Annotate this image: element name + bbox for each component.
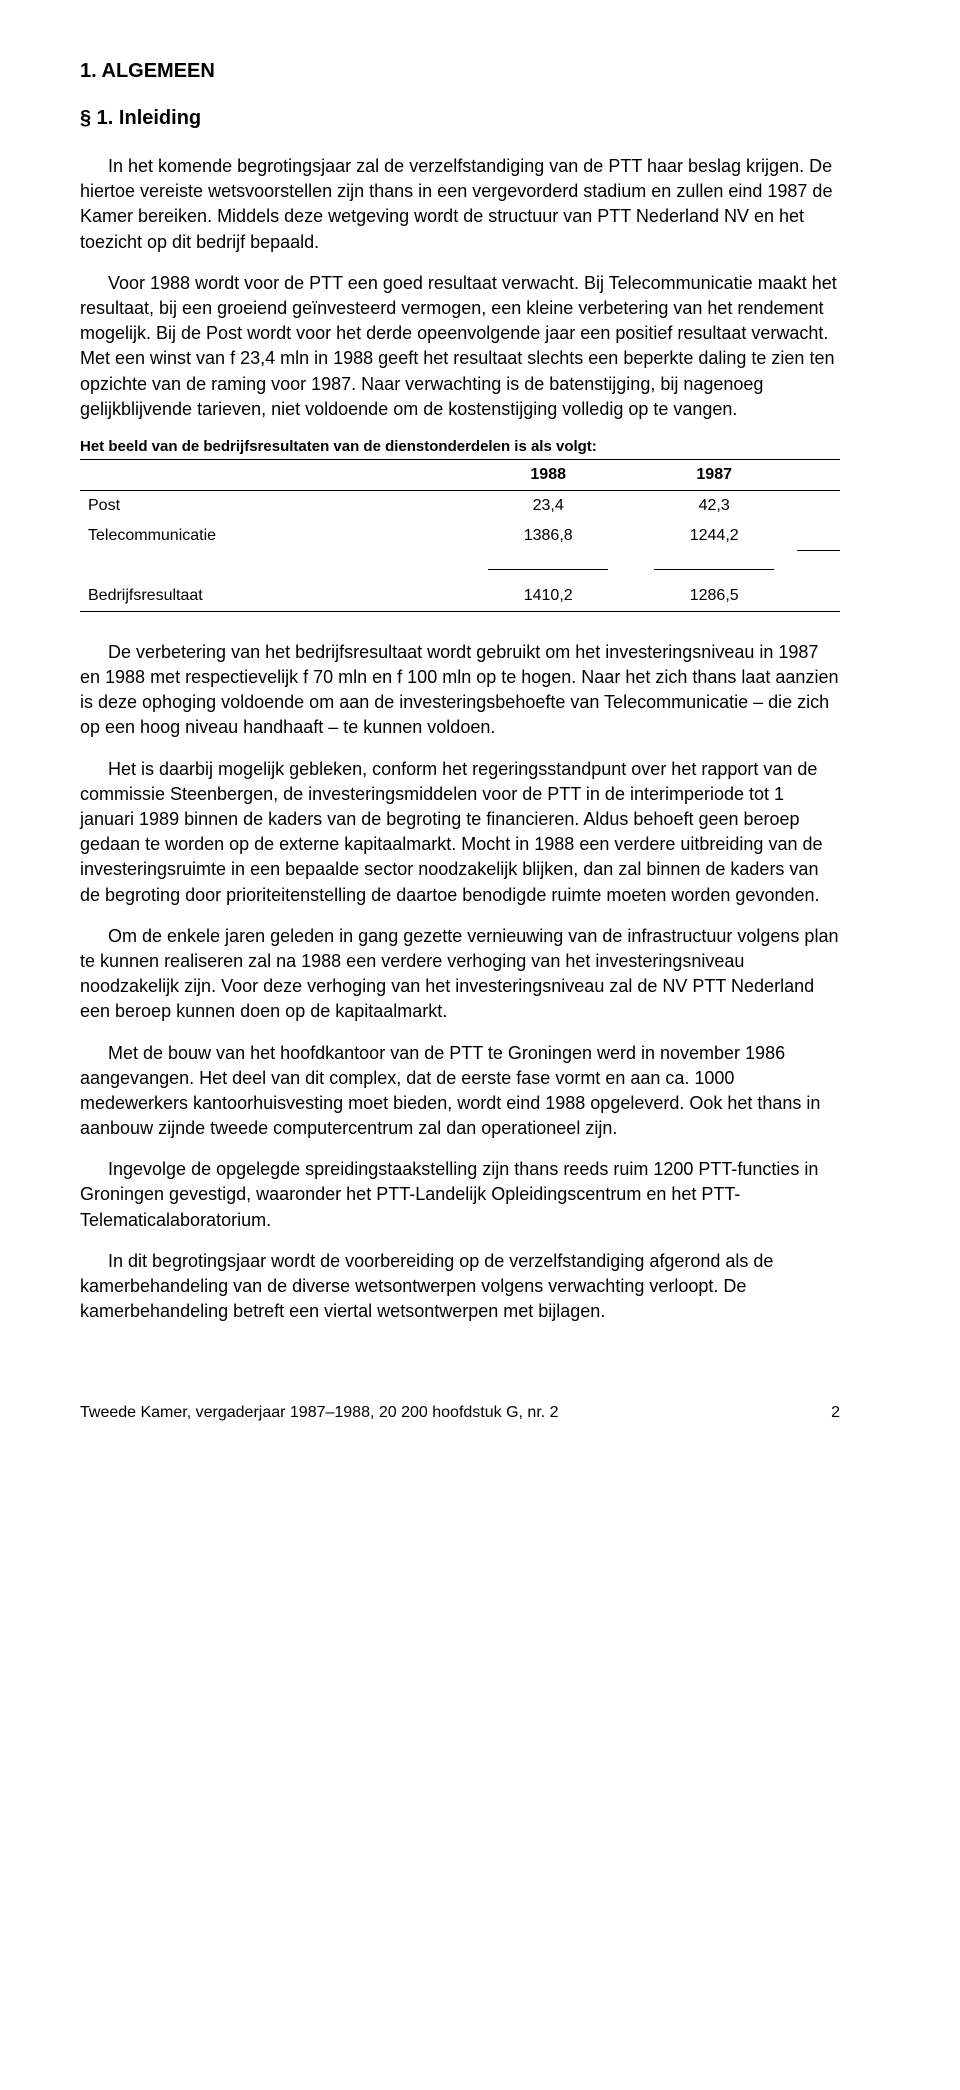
section-heading: § 1. Inleiding xyxy=(80,107,840,130)
row-label: Bedrijfsresultaat xyxy=(80,581,465,612)
page-footer: Tweede Kamer, vergaderjaar 1987–1988, 20… xyxy=(0,1380,960,1446)
table-total-row: Bedrijfsresultaat 1410,2 1286,5 xyxy=(80,581,840,612)
row-label: Telecommunicatie xyxy=(80,521,465,551)
footer-citation: Tweede Kamer, vergaderjaar 1987–1988, 20… xyxy=(80,1404,559,1422)
subtotal-rule-row xyxy=(80,551,840,581)
paragraph: In dit begrotingsjaar wordt de voorberei… xyxy=(80,1249,840,1325)
cell-value: 23,4 xyxy=(465,491,631,521)
cell-value: 1244,2 xyxy=(631,521,797,551)
paragraph: Ingevolge de opgelegde spreidingstaakste… xyxy=(80,1157,840,1233)
table-caption: Het beeld van de bedrijfsresultaten van … xyxy=(80,438,840,455)
paragraph: Om de enkele jaren geleden in gang gezet… xyxy=(80,924,840,1025)
col-header xyxy=(80,460,465,491)
cell-value: 1386,8 xyxy=(465,521,631,551)
paragraph: Met de bouw van het hoofdkantoor van de … xyxy=(80,1041,840,1142)
col-header: 1987 xyxy=(631,460,797,491)
paragraph: De verbetering van het bedrijfsresultaat… xyxy=(80,640,840,741)
rule xyxy=(488,569,608,570)
paragraph: Voor 1988 wordt voor de PTT een goed res… xyxy=(80,271,840,422)
cell-value: 42,3 xyxy=(631,491,797,521)
table-header-row: 1988 1987 xyxy=(80,460,840,491)
paragraph: In het komende begrotingsjaar zal de ver… xyxy=(80,154,840,255)
paragraph: Het is daarbij mogelijk gebleken, confor… xyxy=(80,757,840,908)
col-header: 1988 xyxy=(465,460,631,491)
results-table: 1988 1987 Post 23,4 42,3 Telecommunicati… xyxy=(80,459,840,612)
table-row: Post 23,4 42,3 xyxy=(80,491,840,521)
table-row: Telecommunicatie 1386,8 1244,2 xyxy=(80,521,840,551)
row-label: Post xyxy=(80,491,465,521)
page-number: 2 xyxy=(831,1404,840,1422)
cell-value: 1286,5 xyxy=(631,581,797,612)
cell-value: 1410,2 xyxy=(465,581,631,612)
rule xyxy=(654,569,774,570)
document-page: 1. ALGEMEEN § 1. Inleiding In het komend… xyxy=(0,0,960,1380)
chapter-heading: 1. ALGEMEEN xyxy=(80,60,840,83)
